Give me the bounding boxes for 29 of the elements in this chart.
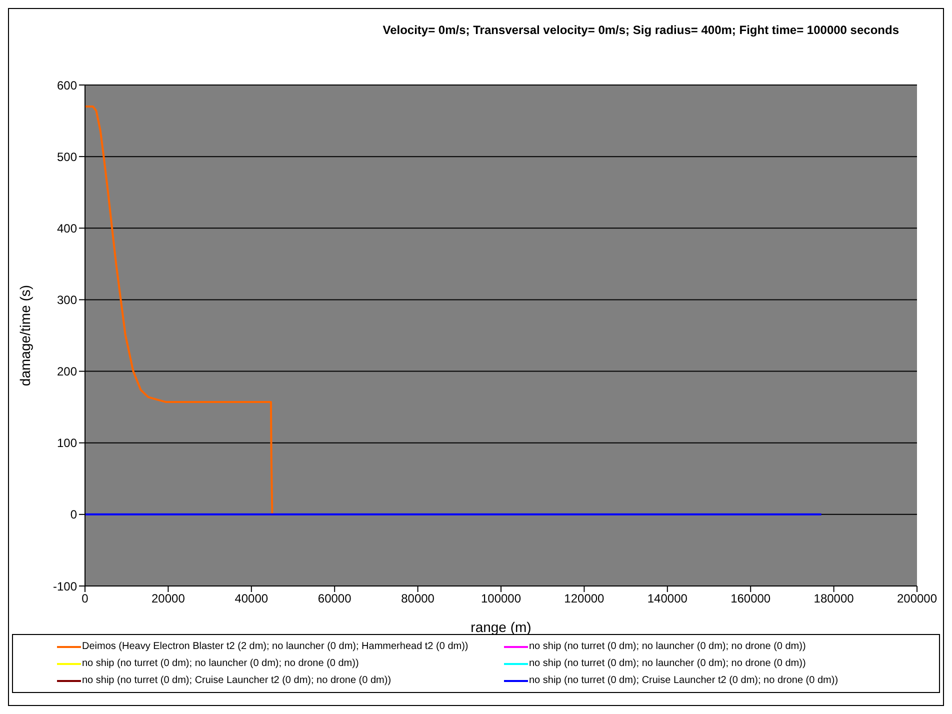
y-tick-label: 200 [56,364,78,379]
legend-label: no ship (no turret (0 dm); no launcher (0 dm); no drone (0 dm)) [529,658,806,669]
x-tick-label: 0 [82,592,89,606]
legend-label: no ship (no turret (0 dm); no launcher (0 dm); no drone (0 dm)) [529,641,806,652]
legend-label: no ship (no turret (0 dm); no launcher (0 dm); no drone (0 dm)) [82,658,359,669]
x-tick-label: 140000 [647,592,688,606]
y-tick-label: 300 [56,292,78,307]
y-tick-label: 100 [56,436,78,450]
x-tick-label: 180000 [814,592,854,606]
x-tick-label: 200000 [896,592,938,606]
x-tick-label: 120000 [564,592,605,606]
x-tick-label: 20000 [152,592,186,606]
x-tick-label: 60000 [318,592,352,606]
y-tick-label: -100 [52,579,78,594]
x-tick-label: 80000 [401,592,435,606]
legend-label: Deimos (Heavy Electron Blaster t2 (2 dm); no launcher (0 dm); Hammerhead t2 (0 dm)) [82,641,468,652]
x-tick-label: 100000 [480,592,522,606]
y-tick-label: 600 [56,78,78,92]
y-axis-title: damage/time (s) [16,284,33,386]
chart-title: Velocity= 0m/s; Transversal velocity= 0m/s; Sig radius= 400m; Fight time= 100000 seconds [382,23,899,37]
legend-label: no ship (no turret (0 dm); Cruise Launcher t2 (0 dm); no drone (0 dm)) [529,675,838,686]
x-tick-label: 40000 [234,592,268,606]
y-tick-label: 400 [56,221,78,236]
legend-label: no ship (no turret (0 dm); Cruise Launcher t2 (0 dm); no drone (0 dm)) [82,675,392,686]
y-tick-label: 500 [56,150,78,164]
line-series [85,105,274,516]
x-tick-label: 160000 [730,592,771,606]
y-tick-label: 0 [70,508,78,522]
x-axis-title: range (m) [470,619,532,635]
